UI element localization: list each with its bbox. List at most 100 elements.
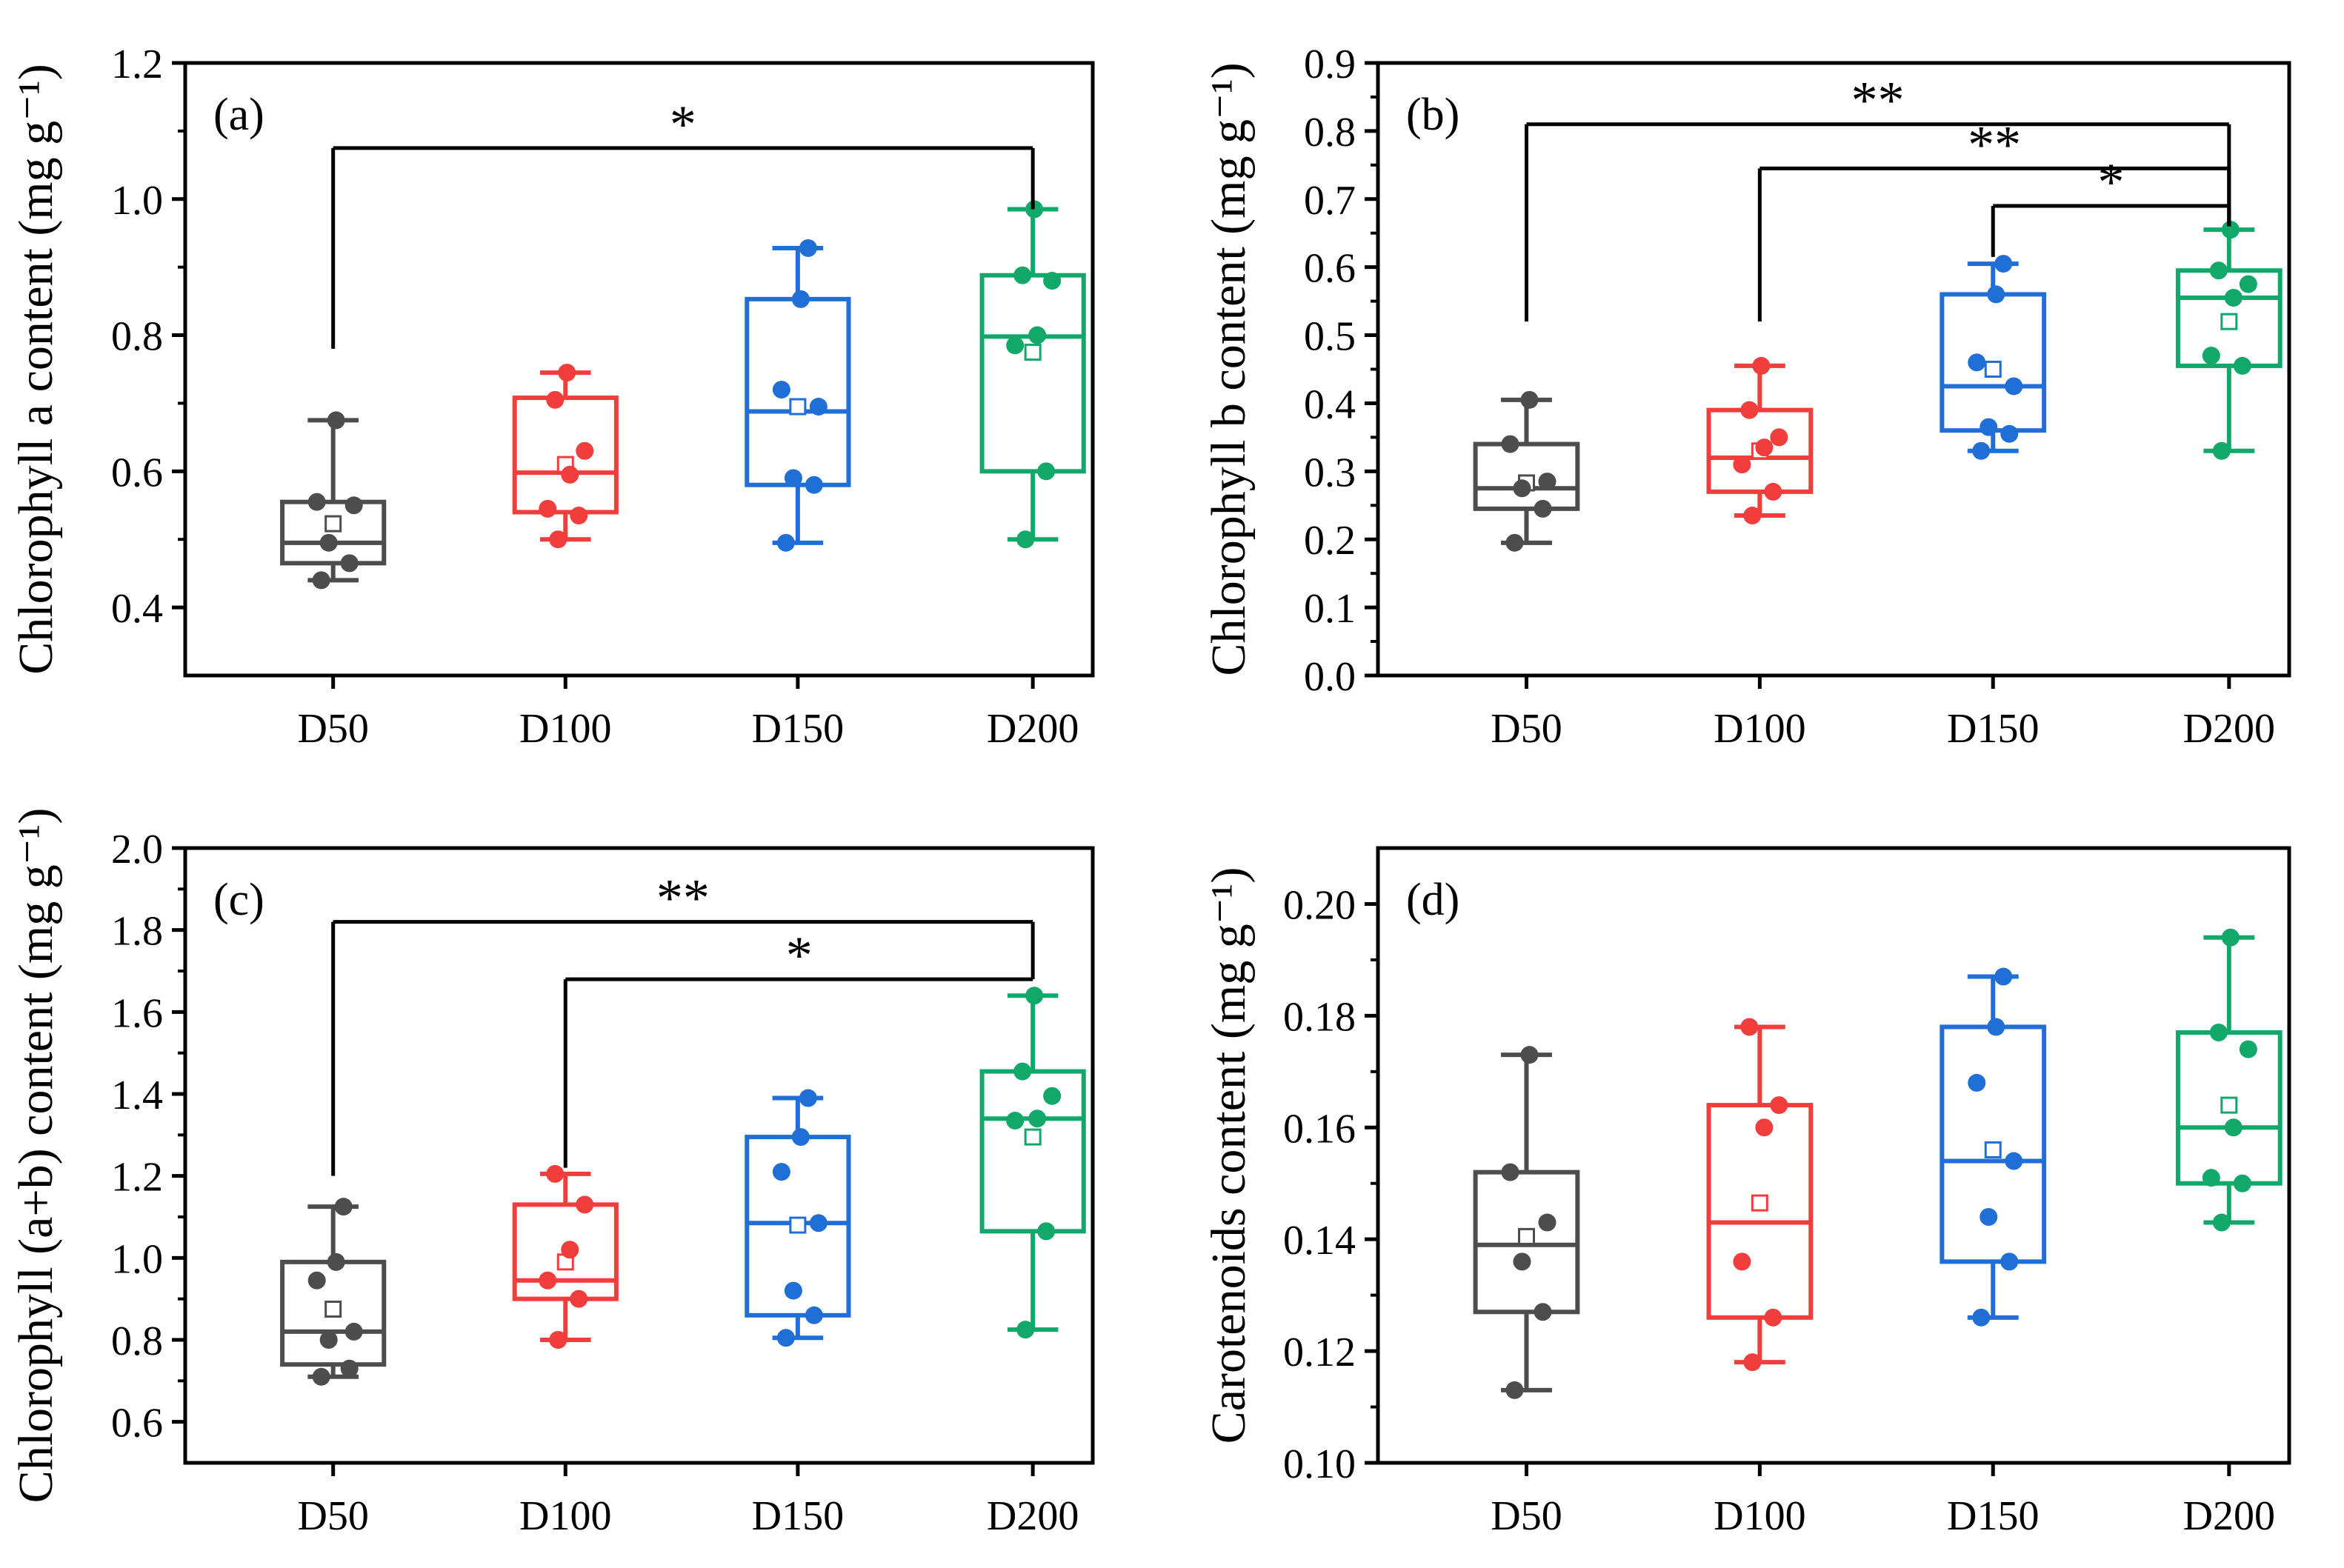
data-point [1534,1303,1552,1321]
significance-label: * [786,926,813,985]
data-point [809,398,828,416]
y-tick-label: 0.12 [1283,1330,1356,1375]
y-axis-title: Carotenoids content (mg g⁻¹) [1202,867,1256,1444]
y-tick-label: 0.20 [1283,882,1356,928]
y-tick-label: 0.6 [1304,246,1356,292]
box-D150 [1940,967,2047,1327]
mean-marker [1517,1227,1535,1245]
data-point [2005,1152,2023,1170]
data-point [1028,1110,1047,1128]
data-point [1016,1321,1035,1339]
data-point [1972,1308,1991,1327]
panel-label: (b) [1406,90,1459,140]
box-iqr [745,296,851,487]
data-point [1013,1062,1032,1081]
significance-bracket: * [563,926,1033,1168]
box-D50 [1473,390,1580,552]
data-point [549,530,567,549]
data-point [570,507,588,525]
data-point [2221,928,2240,947]
panel-label: (c) [213,875,264,925]
box-D150 [745,1089,851,1347]
data-point [2239,1040,2257,1058]
significance-bracket: ** [1757,115,2231,322]
panel-d: 0.10 0.12 0.14 0.16 0.18 0.20 D50 D100 D150 D200 C… [1202,846,2291,1539]
data-point [1980,1208,1998,1226]
data-point [2209,1024,2228,1041]
panel-label: (d) [1406,875,1459,925]
x-tick-label: D100 [519,706,611,752]
y-tick-label: 0.5 [1304,314,1356,360]
x-tick-label: D200 [987,706,1079,752]
data-point [2202,347,2220,365]
box-iqr [1473,441,1580,511]
panel-b: 0.0 0.1 0.2 0.3 0.4 0.5 0.6 0.7 0.8 0.9 D50 D100 D15… [1202,41,2291,752]
data-point [1043,272,1062,290]
data-point [2224,1118,2243,1137]
data-point [1538,473,1556,491]
data-point [539,499,557,518]
y-tick-label: 0.9 [1304,41,1356,87]
box-D200 [979,987,1086,1339]
data-point [1752,356,1771,375]
y-tick-label: 0.8 [111,1318,163,1364]
y-tick-label: 0.0 [1304,654,1356,700]
data-point [546,1164,565,1183]
data-point [1743,1353,1762,1372]
data-point [570,1290,588,1308]
data-point [1733,1252,1751,1271]
box-D200 [2175,928,2283,1232]
data-point [549,1331,567,1349]
y-tick-label: 0.14 [1283,1218,1356,1264]
data-point [1755,438,1774,457]
box-iqr [2175,268,2283,368]
data-point [2239,275,2257,293]
significance-label: * [2098,153,2125,212]
data-point [1006,336,1025,355]
data-point [334,1198,353,1216]
data-point [2209,261,2228,280]
box-iqr [979,1069,1086,1234]
box-iqr [280,499,387,566]
x-tick-label: D100 [1714,1493,1805,1539]
data-point [340,1359,359,1378]
data-point [307,1271,326,1290]
data-point [784,469,802,487]
data-point [805,476,823,494]
data-point [1505,533,1524,552]
data-point [312,571,330,590]
y-tick-label: 1.2 [111,41,163,87]
data-point [791,290,810,308]
data-point [809,1214,828,1232]
box-D150 [745,238,851,552]
y-tick-label: 1.2 [111,1155,163,1201]
x-tick-label: D150 [752,1493,844,1539]
data-point [2212,441,2231,460]
data-point [1534,499,1552,518]
significance-bracket: * [1991,153,2231,257]
box-iqr [1473,1170,1580,1315]
y-tick-label: 1.4 [111,1072,163,1118]
data-point [1037,1222,1056,1241]
data-point [1538,1213,1556,1232]
data-point [2005,377,2023,396]
data-point [576,1195,594,1214]
data-point [1743,507,1762,525]
data-point [1501,1163,1519,1181]
data-point [772,381,790,399]
data-point [344,496,363,515]
x-tick-label: D100 [1714,706,1805,752]
x-tick-label: D200 [2183,1493,2275,1539]
data-point [1968,1073,1986,1092]
data-point [2000,1252,2019,1271]
data-point [2000,424,2019,443]
data-point [776,533,795,552]
box-D200 [979,200,1086,549]
data-point [772,1163,790,1181]
y-tick-label: 0.6 [111,1401,163,1447]
box-iqr [1706,407,1814,494]
box-D200 [2175,221,2283,460]
data-point [1513,1252,1531,1271]
data-point [1764,1308,1782,1327]
